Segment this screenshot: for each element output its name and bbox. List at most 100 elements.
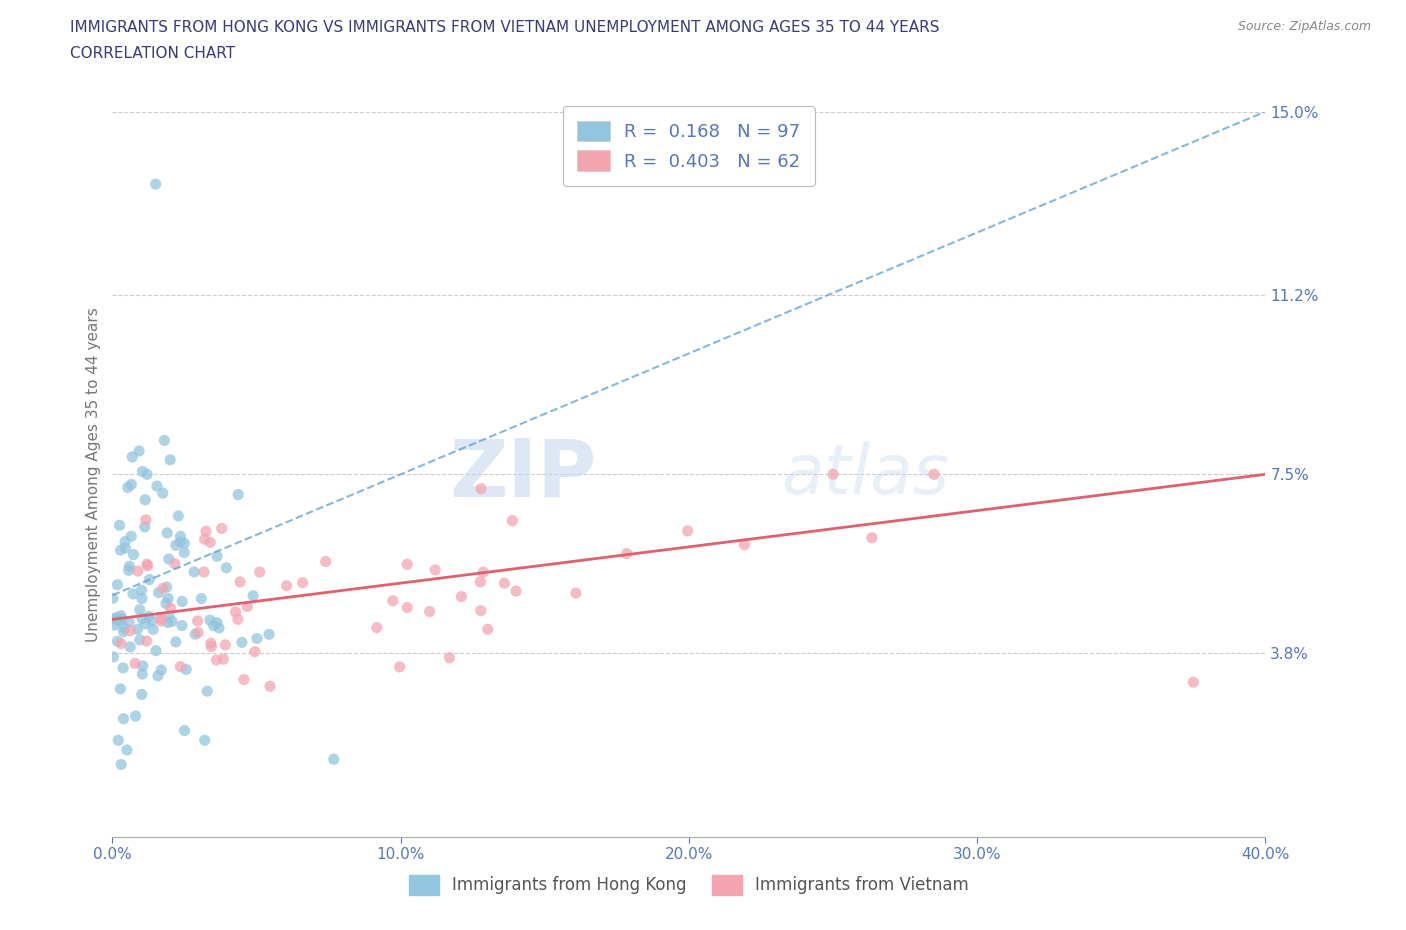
- Point: [215, 561, 238, 576]
- Point: [118, 563, 141, 578]
- Point: [205, 549, 228, 564]
- Point: [565, 586, 588, 601]
- Point: [172, 594, 194, 609]
- Point: [146, 669, 169, 684]
- Point: [124, 709, 146, 724]
- Point: [122, 587, 145, 602]
- Point: [110, 682, 132, 697]
- Point: [472, 565, 495, 579]
- Point: [439, 650, 461, 665]
- Point: [127, 622, 149, 637]
- Legend: Immigrants from Hong Kong, Immigrants from Vietnam: Immigrants from Hong Kong, Immigrants fr…: [402, 869, 976, 901]
- Text: Source: ZipAtlas.com: Source: ZipAtlas.com: [1237, 20, 1371, 33]
- Point: [157, 591, 180, 606]
- Point: [212, 652, 235, 667]
- Text: ZIP: ZIP: [450, 435, 596, 513]
- Point: [160, 614, 183, 629]
- Point: [159, 601, 181, 616]
- Point: [183, 565, 205, 579]
- Point: [381, 593, 404, 608]
- Point: [131, 582, 153, 597]
- Point: [205, 616, 228, 631]
- Point: [173, 545, 195, 560]
- Point: [134, 492, 156, 507]
- Point: [117, 480, 139, 495]
- Point: [105, 610, 128, 625]
- Point: [110, 543, 132, 558]
- Point: [138, 572, 160, 587]
- Point: [124, 656, 146, 671]
- Point: [103, 649, 125, 664]
- Point: [110, 636, 132, 651]
- Point: [114, 621, 136, 636]
- Point: [121, 449, 143, 464]
- Point: [108, 518, 131, 533]
- Point: [169, 535, 191, 550]
- Point: [131, 687, 153, 702]
- Point: [276, 578, 298, 593]
- Point: [135, 557, 157, 572]
- Point: [156, 615, 179, 630]
- Point: [450, 590, 472, 604]
- Point: [136, 467, 159, 482]
- Point: [249, 565, 271, 579]
- Point: [149, 614, 172, 629]
- Point: [156, 525, 179, 540]
- Point: [155, 596, 177, 611]
- Point: [494, 576, 516, 591]
- Point: [173, 536, 195, 551]
- Point: [501, 513, 523, 528]
- Point: [366, 620, 388, 635]
- Point: [149, 611, 172, 626]
- Point: [477, 622, 499, 637]
- Point: [135, 512, 157, 527]
- Point: [157, 551, 180, 566]
- Point: [127, 564, 149, 578]
- Point: [200, 639, 222, 654]
- Point: [120, 640, 142, 655]
- Point: [165, 634, 187, 649]
- Point: [128, 444, 150, 458]
- Point: [115, 742, 138, 757]
- Point: [145, 644, 167, 658]
- Point: [233, 672, 256, 687]
- Point: [128, 603, 150, 618]
- Point: [110, 612, 132, 627]
- Point: [120, 477, 142, 492]
- Point: [821, 467, 844, 482]
- Point: [734, 538, 756, 552]
- Y-axis label: Unemployment Among Ages 35 to 44 years: Unemployment Among Ages 35 to 44 years: [86, 307, 101, 642]
- Point: [470, 482, 492, 497]
- Point: [128, 632, 150, 647]
- Point: [110, 608, 132, 623]
- Point: [198, 535, 221, 550]
- Point: [396, 557, 419, 572]
- Point: [257, 627, 280, 642]
- Point: [167, 509, 190, 524]
- Point: [388, 659, 411, 674]
- Point: [202, 618, 225, 633]
- Point: [259, 679, 281, 694]
- Point: [676, 524, 699, 538]
- Point: [211, 521, 233, 536]
- Point: [214, 637, 236, 652]
- Point: [138, 609, 160, 624]
- Point: [131, 667, 153, 682]
- Point: [616, 546, 638, 561]
- Point: [142, 622, 165, 637]
- Point: [105, 634, 128, 649]
- Point: [169, 529, 191, 544]
- Point: [200, 636, 222, 651]
- Point: [136, 558, 159, 573]
- Point: [110, 757, 132, 772]
- Point: [236, 599, 259, 614]
- Point: [174, 662, 197, 677]
- Point: [145, 177, 167, 192]
- Point: [470, 575, 492, 590]
- Point: [243, 644, 266, 659]
- Point: [107, 613, 129, 628]
- Point: [226, 487, 249, 502]
- Point: [107, 733, 129, 748]
- Point: [112, 624, 135, 639]
- Point: [242, 588, 264, 603]
